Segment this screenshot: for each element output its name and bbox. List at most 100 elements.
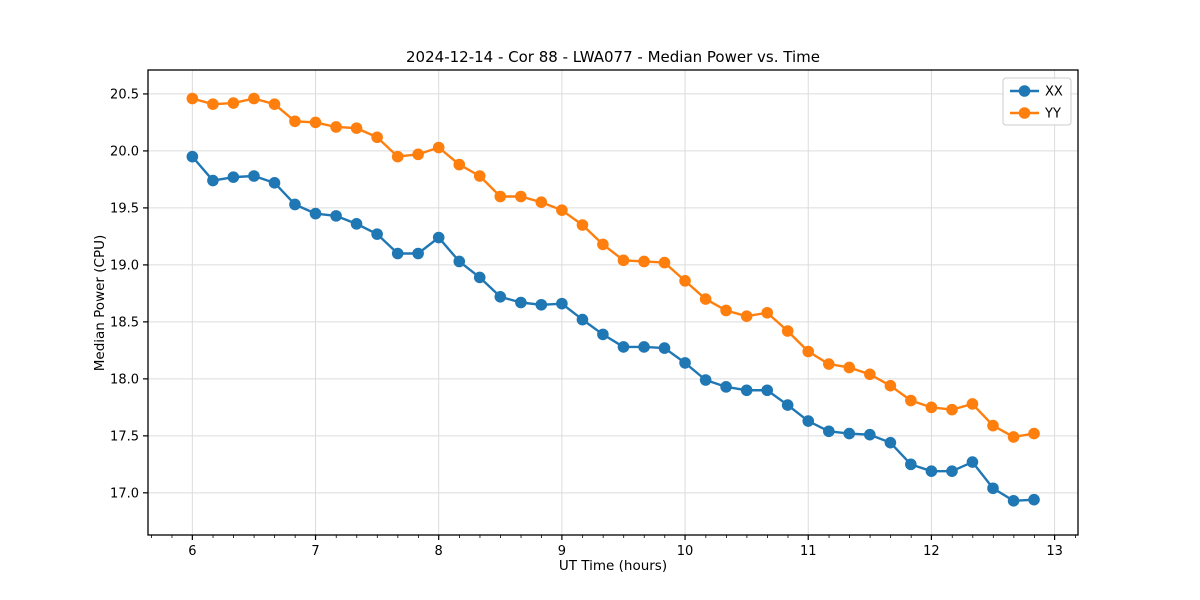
series-xx-marker (473, 271, 486, 284)
series-yy-marker (494, 190, 507, 203)
series-xx-marker (576, 313, 589, 326)
y-tick-label: 17.0 (110, 486, 139, 501)
series-yy-marker (227, 97, 240, 109)
series-yy-marker (761, 306, 774, 319)
series-xx-marker (207, 174, 219, 187)
series-xx-marker (227, 171, 240, 183)
y-tick-label: 19.0 (110, 258, 139, 273)
series-xx-marker (699, 374, 712, 386)
series-yy-marker (617, 254, 630, 267)
series-xx-marker (966, 456, 979, 468)
series-xx-marker (946, 465, 958, 477)
series-yy-marker (1007, 431, 1020, 443)
series-yy-marker (658, 256, 671, 269)
series-yy-marker (207, 98, 219, 110)
series-xx-marker (843, 427, 856, 440)
x-tick-label: 6 (188, 544, 196, 559)
x-tick-label: 7 (311, 544, 319, 559)
series-yy-marker (248, 92, 260, 105)
legend-marker-yy (1018, 107, 1031, 119)
series-xx-marker (823, 425, 835, 438)
series-yy-line (192, 97, 1035, 439)
series-yy-marker (330, 121, 342, 133)
series-yy-marker (802, 345, 815, 358)
series-xx-marker (740, 384, 753, 397)
series-xx-marker (597, 328, 609, 341)
series-xx-marker (453, 255, 466, 268)
series-xx-marker (761, 384, 774, 397)
series-xx-marker (925, 465, 938, 477)
series-yy-marker (268, 98, 281, 110)
series-xx-marker (802, 415, 815, 427)
series-yy-marker (720, 304, 732, 317)
y-tick-label: 17.5 (110, 429, 139, 444)
y-tick-label: 20.0 (110, 144, 139, 159)
series-xx-marker (987, 482, 999, 495)
series-yy-marker (699, 293, 712, 305)
series-yy-marker (412, 148, 424, 161)
series-xx-marker (371, 228, 383, 240)
series-yy-marker (946, 403, 958, 416)
series-xx-marker (1007, 495, 1020, 507)
series-xx-marker (884, 436, 897, 449)
x-tick-label: 11 (800, 544, 817, 559)
series-yy-marker (597, 238, 609, 251)
y-tick-label: 20.5 (110, 87, 139, 102)
series-xx-marker (535, 298, 548, 311)
series-xx-marker (720, 381, 732, 393)
series-yy-marker (925, 401, 938, 414)
series-xx-marker (864, 428, 876, 441)
series-yy-marker (473, 170, 486, 182)
series-yy-marker (350, 122, 363, 134)
series-yy-marker (309, 116, 322, 129)
series-yy-marker (453, 158, 466, 171)
legend-marker-xx (1018, 85, 1031, 97)
series-yy-marker (556, 204, 568, 216)
series-xx-marker (330, 210, 342, 222)
series-yy-marker (186, 92, 199, 105)
series-xx-marker (248, 170, 260, 182)
x-tick-label: 10 (677, 544, 694, 559)
series-xx-marker (515, 296, 527, 309)
series-yy-marker (391, 150, 404, 163)
series-yy-marker (884, 379, 897, 392)
series-xx-marker (1028, 493, 1040, 506)
series-xx-marker (268, 177, 281, 189)
x-tick-label: 12 (923, 544, 940, 559)
series-yy-marker (905, 394, 917, 407)
series-yy-marker (987, 419, 999, 432)
legend-label-yy: YY (1044, 107, 1061, 122)
series-xx-marker (289, 198, 301, 211)
series-xx-marker (494, 291, 507, 303)
y-tick-label: 18.5 (110, 315, 139, 330)
series-yy-marker (781, 325, 794, 337)
series-xx-marker (658, 342, 671, 354)
series-yy-marker (843, 361, 856, 374)
series-yy-marker (1028, 427, 1040, 440)
series-xx-marker (556, 297, 568, 310)
series-xx-marker (186, 150, 199, 163)
legend-label-xx: XX (1045, 85, 1063, 100)
x-axis-label: UT Time (hours) (558, 558, 668, 574)
series-xx-marker (679, 357, 691, 369)
series-xx-marker (905, 458, 917, 471)
series-xx-marker (781, 399, 794, 411)
series-yy-marker (864, 368, 876, 381)
axes-spines (147, 69, 1079, 536)
y-tick-label: 19.5 (110, 201, 139, 216)
series-yy-marker (289, 115, 301, 128)
series-yy-marker (740, 310, 753, 322)
series-xx-marker (309, 207, 322, 220)
y-tick-label: 18.0 (110, 372, 139, 387)
series-yy-marker (638, 255, 650, 268)
series-xx-marker (432, 231, 445, 244)
series-yy-marker (966, 398, 979, 410)
series-xx-marker (638, 341, 650, 353)
series-yy-marker (823, 358, 835, 370)
series-yy-marker (576, 219, 589, 231)
series-yy-marker (515, 190, 527, 203)
x-tick-label: 13 (1046, 544, 1063, 559)
series-yy-marker (535, 196, 548, 209)
series-yy-marker (679, 275, 691, 287)
